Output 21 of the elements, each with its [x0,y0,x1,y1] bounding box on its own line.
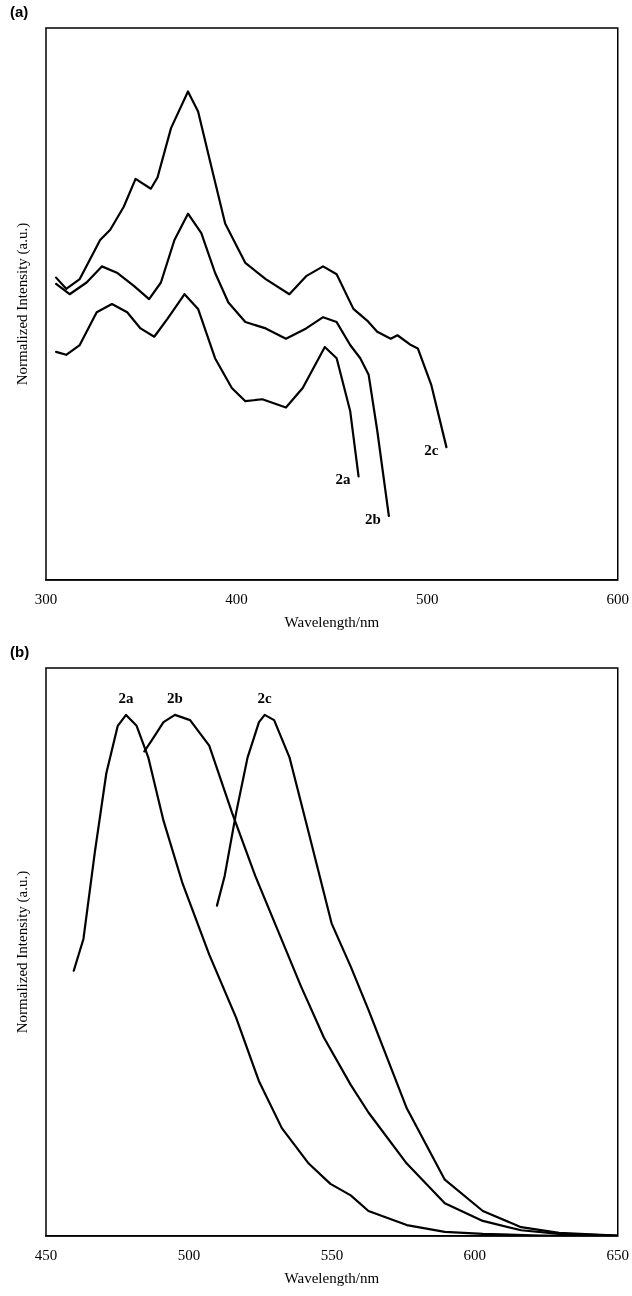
chart-title: (b) [10,643,30,661]
series-label: 2c [257,690,273,707]
x-axis-title: Wavelength/nm [284,1269,380,1286]
x-tick-label: 600 [606,590,629,607]
x-tick-label: 300 [34,590,58,607]
x-tick-label: 500 [415,590,439,607]
x-axis-title: Wavelength/nm [284,613,380,630]
x-tick-label: 650 [606,1246,629,1263]
y-axis-title: Normalized Intensity (a.u.) [13,870,31,1034]
x-tick-label: 500 [177,1246,201,1263]
y-axis-title: Normalized Intensity (a.u.) [13,222,31,386]
series-label: 2a [118,690,135,707]
x-tick-label: 550 [320,1246,344,1263]
series-label: 2c [424,442,439,458]
series-label: 2b [167,690,183,707]
x-tick-label: 400 [225,590,248,607]
series-label: 2a [335,471,352,488]
x-tick-label: 450 [34,1246,58,1263]
x-tick-label: 600 [463,1246,487,1263]
series-label: 2b [365,510,381,527]
chart-title: (a) [10,3,29,21]
